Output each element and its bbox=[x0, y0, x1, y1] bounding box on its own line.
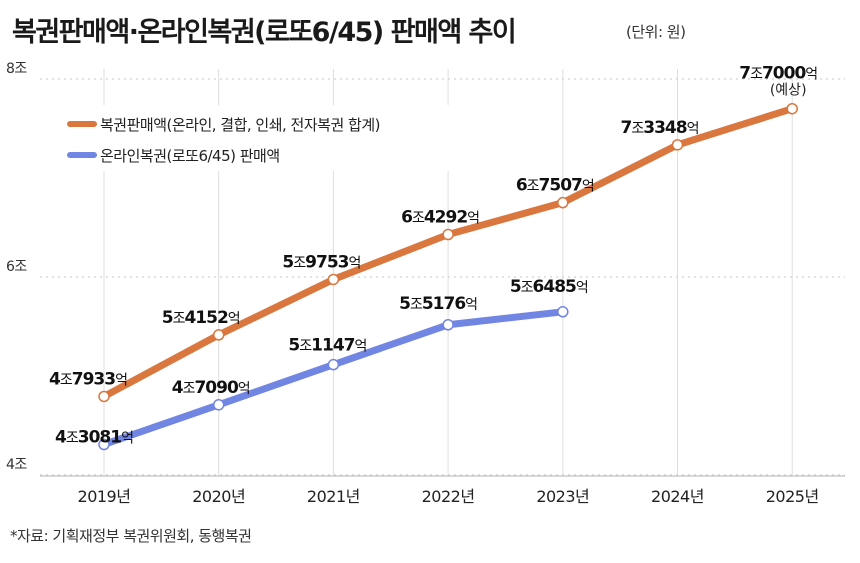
online-sales-point bbox=[442, 319, 454, 331]
y-tick-label: 6조 bbox=[6, 259, 27, 275]
total-sales-value-label: 7조3348억 bbox=[621, 118, 699, 138]
y-tick-label: 4조 bbox=[6, 457, 27, 473]
total-sales-value-label: 5조9753억 bbox=[282, 252, 360, 272]
forecast-note: (예상) bbox=[770, 83, 807, 99]
legend-online-label: 온라인복권(로또6/45) 판매액 bbox=[100, 147, 280, 165]
online-sales-value-label: 5조5176억 bbox=[399, 294, 477, 314]
online-sales-value-label: 4조3081억 bbox=[55, 427, 133, 447]
online-sales-point bbox=[98, 438, 110, 451]
legend-total-label: 복권판매액(온라인, 결합, 인쇄, 전자복권 합계) bbox=[100, 116, 380, 134]
online-sales-point bbox=[212, 399, 225, 411]
total-sales-point bbox=[557, 196, 569, 209]
total-sales-value-label: 6조4292억 bbox=[401, 208, 479, 228]
total-sales-point bbox=[671, 139, 684, 151]
y-tick-label: 8조 bbox=[6, 61, 27, 77]
online-sales-point bbox=[557, 306, 569, 318]
legend-box bbox=[60, 105, 450, 171]
total-sales-point bbox=[786, 102, 798, 115]
total-sales-value-label: 5조4152억 bbox=[162, 308, 240, 328]
x-tick-label: 2025년 bbox=[766, 487, 819, 506]
x-tick-label: 2023년 bbox=[536, 487, 589, 506]
x-tick-label: 2022년 bbox=[422, 487, 475, 506]
total-sales-value-label: 7조7000억 bbox=[739, 64, 817, 84]
total-sales-value-label: 4조7933억 bbox=[49, 369, 127, 389]
source-note: *자료: 기획재정부 복권위원회, 동행복권 bbox=[10, 527, 252, 545]
online-sales-value-label: 5조6485억 bbox=[510, 277, 588, 297]
total-sales-point bbox=[212, 329, 225, 341]
total-sales-point bbox=[327, 273, 340, 286]
total-sales-value-label: 6조7507억 bbox=[516, 176, 594, 196]
total-sales-point bbox=[442, 228, 454, 241]
x-tick-label: 2021년 bbox=[307, 487, 360, 506]
x-tick-label: 2020년 bbox=[192, 487, 245, 506]
total-sales-point bbox=[98, 390, 110, 403]
x-tick-label: 2024년 bbox=[651, 487, 704, 506]
online-sales-point bbox=[327, 358, 340, 371]
online-sales-value-label: 5조1147억 bbox=[288, 336, 366, 356]
unit-label: (단위: 원) bbox=[626, 23, 686, 41]
online-sales-value-label: 4조7090억 bbox=[172, 378, 250, 398]
x-tick-label: 2019년 bbox=[78, 487, 131, 506]
chart-title: 복권판매액·온라인복권(로또6/45) 판매액 추이 bbox=[12, 17, 517, 48]
